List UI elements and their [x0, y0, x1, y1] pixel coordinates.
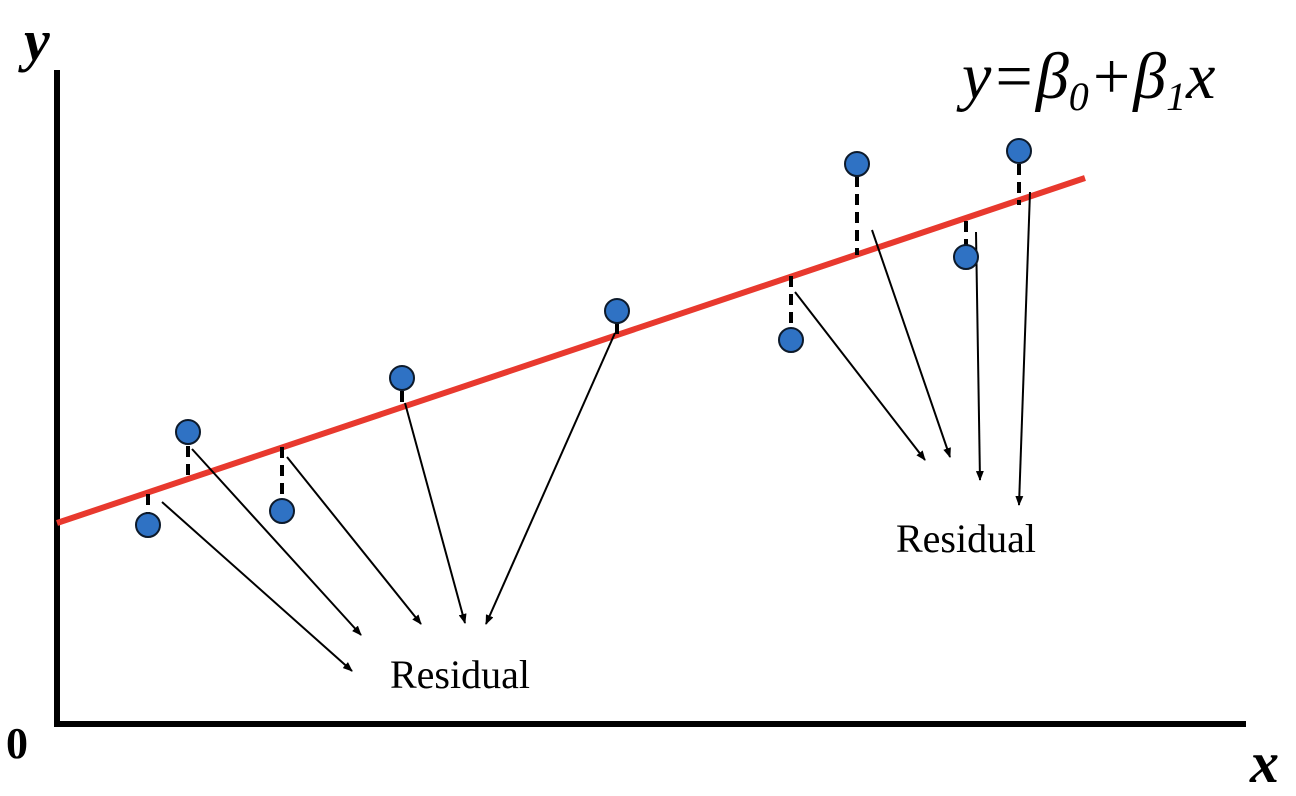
equation-plus: +	[1089, 40, 1134, 113]
data-point	[389, 365, 415, 391]
y-axis-label: y	[18, 8, 50, 73]
data-point	[135, 512, 161, 538]
data-point	[604, 298, 630, 324]
equation-beta0: β	[1034, 40, 1069, 113]
equation-sub0: 0	[1069, 74, 1089, 119]
residual-arrow	[161, 501, 353, 672]
residual-arrow	[404, 402, 467, 624]
residual-arrow	[286, 456, 422, 625]
residual-arrows	[161, 191, 1031, 672]
data-point	[269, 498, 295, 524]
residual-label-right: Residual	[896, 516, 1036, 561]
residual-arrow	[871, 229, 951, 458]
residual-arrow	[975, 231, 984, 481]
data-point	[953, 244, 979, 270]
data-point	[778, 327, 804, 353]
residual-segments	[146, 164, 1021, 514]
equation-sub1: 1	[1166, 74, 1186, 119]
residual-arrow	[794, 291, 926, 461]
residual-arrow	[485, 332, 616, 625]
residual-arrow	[191, 448, 362, 636]
equation-y: y	[956, 40, 992, 113]
data-point	[175, 419, 201, 445]
data-points	[135, 138, 1032, 538]
equation-equals: =	[991, 40, 1036, 113]
regression-equation: y=β0+β1x	[956, 40, 1215, 119]
data-point	[844, 151, 870, 177]
residual-label-left: Residual	[390, 652, 530, 697]
origin-label: 0	[6, 719, 28, 768]
equation-x: x	[1185, 40, 1215, 113]
data-point	[1006, 138, 1032, 164]
residual-arrow	[1015, 191, 1031, 506]
regression-line	[56, 175, 1086, 526]
equation-beta1: β	[1131, 40, 1166, 113]
x-axis-label: x	[1249, 730, 1279, 795]
